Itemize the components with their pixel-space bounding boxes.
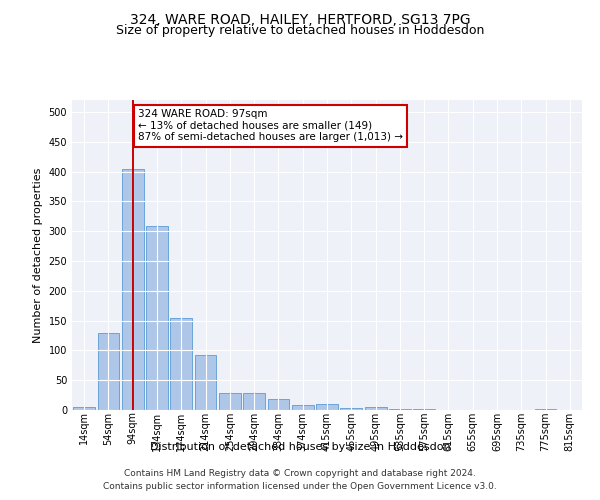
Bar	[268, 400, 289, 410]
Bar	[316, 404, 338, 410]
Bar	[73, 407, 95, 410]
Bar	[146, 226, 168, 410]
Bar	[365, 407, 386, 410]
Text: Distribution of detached houses by size in Hoddesdon: Distribution of detached houses by size …	[149, 442, 451, 452]
Bar	[219, 392, 241, 410]
Text: Contains HM Land Registry data © Crown copyright and database right 2024.: Contains HM Land Registry data © Crown c…	[124, 468, 476, 477]
Bar	[170, 318, 192, 410]
Text: Contains public sector information licensed under the Open Government Licence v3: Contains public sector information licen…	[103, 482, 497, 491]
Y-axis label: Number of detached properties: Number of detached properties	[33, 168, 43, 342]
Bar	[340, 408, 362, 410]
Text: 324 WARE ROAD: 97sqm
← 13% of detached houses are smaller (149)
87% of semi-deta: 324 WARE ROAD: 97sqm ← 13% of detached h…	[139, 110, 403, 142]
Bar	[292, 405, 314, 410]
Bar	[194, 355, 217, 410]
Bar	[97, 332, 119, 410]
Bar	[122, 168, 143, 410]
Bar	[243, 392, 265, 410]
Text: 324, WARE ROAD, HAILEY, HERTFORD, SG13 7PG: 324, WARE ROAD, HAILEY, HERTFORD, SG13 7…	[130, 12, 470, 26]
Text: Size of property relative to detached houses in Hoddesdon: Size of property relative to detached ho…	[116, 24, 484, 37]
